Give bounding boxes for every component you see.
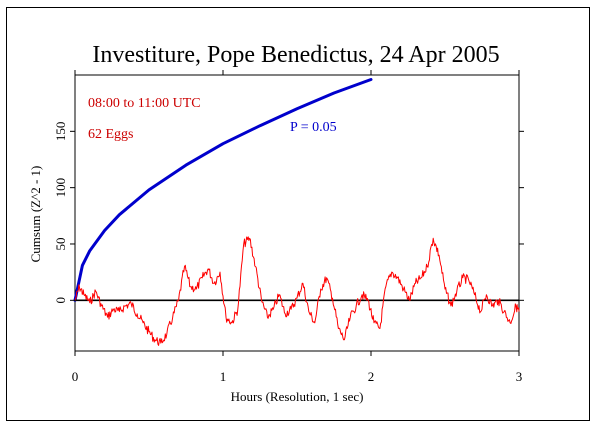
envelope-layer bbox=[73, 78, 373, 302]
y-axis-label: Cumsum (Z^2 - 1) bbox=[28, 166, 43, 263]
series-layer bbox=[74, 236, 520, 346]
annotation-p-value: P = 0.05 bbox=[290, 120, 337, 135]
x-tick-label: 3 bbox=[516, 369, 523, 384]
x-tick-label: 0 bbox=[72, 369, 79, 384]
p005-envelope-line bbox=[73, 78, 373, 302]
annotation-time-range: 08:00 to 11:00 UTC bbox=[88, 96, 201, 111]
y-tick-label: 50 bbox=[53, 237, 68, 250]
outer-border bbox=[6, 7, 590, 421]
x-tick-label: 2 bbox=[368, 369, 375, 384]
annotation-eggs: 62 Eggs bbox=[88, 127, 134, 142]
plot-frame bbox=[74, 74, 520, 352]
y-tick-label: 150 bbox=[53, 122, 68, 142]
cumsum-series-line bbox=[74, 236, 520, 346]
y-tick-label: 0 bbox=[53, 297, 68, 304]
y-tick-label: 100 bbox=[53, 178, 68, 198]
x-axis-label: Hours (Resolution, 1 sec) bbox=[231, 389, 364, 404]
axis-layer: 0 1 2 3 0 50 100 150 bbox=[53, 70, 524, 384]
chart-title: Investiture, Pope Benedictus, 24 Apr 200… bbox=[92, 42, 499, 68]
x-tick-label: 1 bbox=[220, 369, 227, 384]
